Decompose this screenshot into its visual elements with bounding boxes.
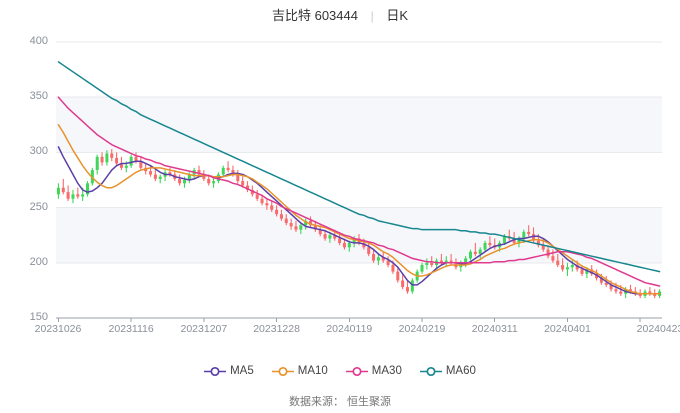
x-axis-tick-20240119: 20240119 xyxy=(326,323,373,335)
x-axis-tick-20240219: 20240219 xyxy=(398,323,446,335)
legend-label: MA10 xyxy=(297,365,328,377)
source-provider: 恒生聚源 xyxy=(347,396,392,408)
x-axis-tick-20231116: 20231116 xyxy=(108,323,154,335)
legend-label: MA5 xyxy=(230,365,254,377)
chart-legend: MA5 MA10 MA30 MA60 xyxy=(0,365,680,377)
legend-item-ma5[interactable]: MA5 xyxy=(204,365,254,377)
x-axis-tick-20240401: 20240401 xyxy=(544,323,591,335)
legend-item-ma60[interactable]: MA60 xyxy=(419,365,476,377)
legend-label: MA60 xyxy=(445,365,476,377)
legend-marker-icon xyxy=(345,366,368,377)
gridlines xyxy=(56,41,662,319)
y-axis-tick-300: 300 xyxy=(29,145,48,158)
source-label: 数据来源： xyxy=(288,396,344,408)
title-separator: | xyxy=(370,9,374,23)
y-axis-tick-150: 150 xyxy=(29,311,48,323)
x-axis-tick-20231207: 20231207 xyxy=(180,323,228,335)
y-axis-tick-250: 250 xyxy=(29,200,48,213)
axis-lines xyxy=(56,317,662,322)
y-axis-tick-400: 400 xyxy=(29,35,48,47)
x-axis-tick-20240423: 20240423 xyxy=(636,323,680,335)
stock-code: 603444 xyxy=(314,8,358,23)
x-axis-tick-20240311: 20240311 xyxy=(471,323,518,335)
legend-label: MA30 xyxy=(371,365,402,377)
legend-marker-icon xyxy=(204,366,227,377)
legend-item-ma30[interactable]: MA30 xyxy=(345,365,402,377)
x-axis-tick-20231228: 20231228 xyxy=(253,323,300,335)
moving-average-lines xyxy=(57,61,661,295)
stock-name: 吉比特 xyxy=(271,8,311,23)
data-source-note: 数据来源： 恒生聚源 xyxy=(0,393,680,409)
page-title: 吉比特 603444 | 日K xyxy=(0,5,680,24)
period-label: 日K xyxy=(386,8,409,23)
legend-marker-icon xyxy=(419,366,442,377)
x-axis-tick-20231026: 20231026 xyxy=(34,323,82,335)
legend-item-ma10[interactable]: MA10 xyxy=(271,365,328,377)
y-axis-tick-350: 350 xyxy=(29,90,48,103)
y-axis-tick-200: 200 xyxy=(29,255,48,268)
legend-marker-icon xyxy=(271,366,294,377)
